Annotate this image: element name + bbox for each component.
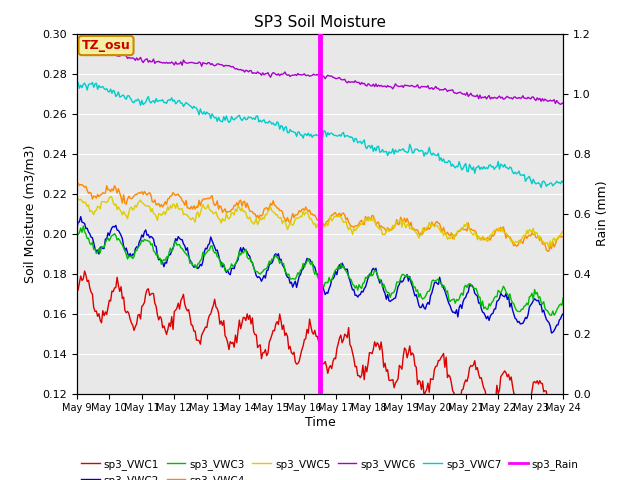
sp3_VWC6 — [81, 47, 88, 53]
sp3_VWC5 — [193, 211, 200, 217]
sp3_VWC5 — [545, 245, 553, 251]
sp3_VWC5 — [364, 218, 372, 224]
sp3_VWC7 — [559, 180, 567, 186]
sp3_VWC1 — [73, 289, 81, 295]
sp3_VWC1 — [81, 268, 88, 274]
sp3_VWC4 — [544, 248, 552, 254]
sp3_VWC7 — [365, 143, 373, 148]
sp3_VWC4 — [74, 180, 82, 186]
sp3_VWC3 — [230, 263, 238, 268]
Y-axis label: Soil Moisture (m3/m3): Soil Moisture (m3/m3) — [24, 144, 36, 283]
sp3_VWC2 — [77, 214, 84, 219]
sp3_VWC3 — [541, 306, 549, 312]
sp3_VWC2 — [317, 283, 325, 289]
sp3_VWC2 — [73, 226, 81, 231]
sp3_VWC6 — [241, 69, 248, 75]
sp3_VWC4 — [230, 203, 238, 208]
Legend: sp3_VWC1, sp3_VWC2, sp3_VWC3, sp3_VWC4, sp3_VWC5, sp3_VWC6, sp3_VWC7, sp3_Rain: sp3_VWC1, sp3_VWC2, sp3_VWC3, sp3_VWC4, … — [77, 455, 583, 480]
sp3_VWC6 — [365, 82, 373, 87]
sp3_VWC3 — [559, 295, 567, 301]
sp3_VWC2 — [541, 312, 549, 318]
sp3_VWC1 — [541, 388, 549, 394]
Line: sp3_VWC7: sp3_VWC7 — [77, 83, 563, 188]
sp3_VWC5 — [316, 224, 324, 230]
sp3_VWC6 — [541, 96, 549, 102]
sp3_VWC7 — [317, 132, 325, 138]
sp3_VWC1 — [230, 344, 238, 350]
sp3_VWC2 — [194, 266, 202, 272]
sp3_VWC3 — [73, 232, 81, 238]
sp3_VWC2 — [230, 266, 238, 272]
sp3_VWC4 — [73, 183, 81, 189]
sp3_VWC1 — [553, 420, 561, 425]
Y-axis label: Rain (mm): Rain (mm) — [596, 181, 609, 246]
Line: sp3_VWC5: sp3_VWC5 — [77, 196, 563, 248]
sp3_VWC7 — [73, 83, 81, 89]
sp3_VWC1 — [194, 337, 202, 343]
sp3_VWC2 — [548, 330, 556, 336]
sp3_VWC4 — [541, 241, 549, 247]
sp3_VWC3 — [194, 261, 202, 267]
X-axis label: Time: Time — [305, 416, 335, 429]
sp3_VWC1 — [317, 354, 325, 360]
Text: TZ_osu: TZ_osu — [82, 39, 131, 52]
Line: sp3_VWC2: sp3_VWC2 — [77, 216, 563, 333]
sp3_VWC7 — [230, 117, 238, 123]
sp3_VWC3 — [365, 274, 373, 280]
sp3_VWC1 — [559, 392, 567, 398]
Line: sp3_VWC6: sp3_VWC6 — [77, 50, 563, 104]
sp3_VWC5 — [559, 228, 567, 234]
sp3_VWC7 — [241, 114, 248, 120]
sp3_VWC2 — [241, 247, 248, 253]
sp3_VWC7 — [194, 108, 202, 114]
sp3_VWC4 — [365, 216, 373, 221]
Line: sp3_VWC1: sp3_VWC1 — [77, 271, 563, 422]
sp3_VWC7 — [543, 183, 550, 189]
sp3_VWC1 — [365, 350, 373, 356]
sp3_VWC6 — [230, 65, 238, 71]
sp3_VWC3 — [79, 223, 87, 229]
sp3_VWC6 — [317, 73, 325, 79]
sp3_VWC4 — [559, 234, 567, 240]
Line: sp3_VWC3: sp3_VWC3 — [77, 226, 563, 315]
sp3_VWC3 — [317, 278, 325, 284]
sp3_VWC2 — [559, 311, 567, 317]
sp3_VWC6 — [194, 60, 202, 66]
sp3_VWC1 — [241, 315, 248, 321]
sp3_VWC7 — [74, 80, 82, 85]
sp3_VWC3 — [241, 248, 248, 254]
sp3_VWC4 — [194, 204, 202, 210]
sp3_VWC5 — [229, 210, 237, 216]
sp3_VWC5 — [540, 240, 548, 245]
sp3_VWC6 — [73, 48, 81, 53]
sp3_VWC7 — [537, 185, 545, 191]
sp3_VWC4 — [317, 219, 325, 225]
sp3_VWC4 — [241, 198, 248, 204]
sp3_VWC6 — [557, 101, 564, 107]
sp3_VWC2 — [365, 271, 373, 277]
Line: sp3_VWC4: sp3_VWC4 — [77, 183, 563, 251]
Title: SP3 Soil Moisture: SP3 Soil Moisture — [254, 15, 386, 30]
sp3_VWC5 — [239, 209, 247, 215]
sp3_VWC5 — [73, 193, 81, 199]
sp3_VWC6 — [559, 100, 567, 106]
sp3_VWC3 — [548, 312, 556, 318]
